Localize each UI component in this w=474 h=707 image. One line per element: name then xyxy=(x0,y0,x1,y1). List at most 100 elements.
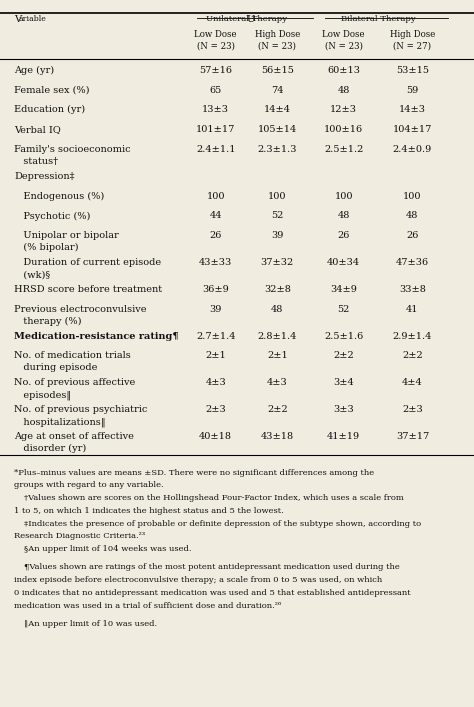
Text: 57±16: 57±16 xyxy=(199,66,232,75)
Text: index episode before electroconvulsive therapy; a scale from 0 to 5 was used, on: index episode before electroconvulsive t… xyxy=(14,576,383,584)
Text: 4±3: 4±3 xyxy=(205,378,226,387)
Text: 2±3: 2±3 xyxy=(402,405,423,414)
Text: Depression‡: Depression‡ xyxy=(14,172,75,181)
Text: 56±15: 56±15 xyxy=(261,66,294,75)
Text: 3±4: 3±4 xyxy=(333,378,354,387)
Text: Verbal IQ: Verbal IQ xyxy=(14,125,61,134)
Text: 12±3: 12±3 xyxy=(330,105,357,115)
Text: 52: 52 xyxy=(337,305,350,314)
Text: episodes‖: episodes‖ xyxy=(14,390,72,399)
Text: 47±36: 47±36 xyxy=(396,258,429,267)
Text: 40±34: 40±34 xyxy=(327,258,360,267)
Text: disorder (yr): disorder (yr) xyxy=(14,444,86,453)
Text: High Dose
(N = 27): High Dose (N = 27) xyxy=(390,30,435,50)
Text: Low Dose
(N = 23): Low Dose (N = 23) xyxy=(194,30,237,50)
Text: 100: 100 xyxy=(268,192,287,201)
Text: 48: 48 xyxy=(337,211,350,221)
Text: ariable: ariable xyxy=(18,15,46,23)
Text: 44: 44 xyxy=(210,211,222,221)
Text: ¶Values shown are ratings of the most potent antidepressant medication used duri: ¶Values shown are ratings of the most po… xyxy=(24,563,400,571)
Text: 52: 52 xyxy=(271,211,283,221)
Text: Age (yr): Age (yr) xyxy=(14,66,55,75)
Text: No. of previous affective: No. of previous affective xyxy=(14,378,136,387)
Text: ‡Indicates the presence of probable or definite depression of the subtype shown,: ‡Indicates the presence of probable or d… xyxy=(24,520,421,527)
Text: during episode: during episode xyxy=(14,363,98,373)
Text: Female sex (%): Female sex (%) xyxy=(14,86,90,95)
Text: 4±3: 4±3 xyxy=(267,378,288,387)
Text: §An upper limit of 104 weeks was used.: §An upper limit of 104 weeks was used. xyxy=(24,545,191,553)
Text: 74: 74 xyxy=(271,86,283,95)
Text: hospitalizations‖: hospitalizations‖ xyxy=(14,417,106,426)
Text: 43±33: 43±33 xyxy=(199,258,232,267)
Text: 100±16: 100±16 xyxy=(324,125,363,134)
Text: Endogenous (%): Endogenous (%) xyxy=(14,192,104,201)
Text: 4±4: 4±4 xyxy=(402,378,423,387)
Text: High Dose
(N = 23): High Dose (N = 23) xyxy=(255,30,300,50)
Text: 53±15: 53±15 xyxy=(396,66,429,75)
Text: 39: 39 xyxy=(271,231,283,240)
Text: Family's socioeconomic: Family's socioeconomic xyxy=(14,145,131,154)
Text: (wk)§: (wk)§ xyxy=(14,270,50,279)
Text: 2.7±1.4: 2.7±1.4 xyxy=(196,332,236,341)
Text: *Plus–minus values are means ±SD. There were no significant differences among th: *Plus–minus values are means ±SD. There … xyxy=(14,469,374,477)
Text: 39: 39 xyxy=(210,305,222,314)
Text: 100: 100 xyxy=(403,192,422,201)
Text: Psychotic (%): Psychotic (%) xyxy=(14,211,91,221)
Text: No. of medication trials: No. of medication trials xyxy=(14,351,131,361)
Text: Low Dose
(N = 23): Low Dose (N = 23) xyxy=(322,30,365,50)
Text: 2.5±1.6: 2.5±1.6 xyxy=(324,332,363,341)
Text: Education (yr): Education (yr) xyxy=(14,105,85,115)
Text: therapy (%): therapy (%) xyxy=(14,317,82,326)
Text: V: V xyxy=(14,15,21,24)
Text: 26: 26 xyxy=(406,231,419,240)
Text: 2±3: 2±3 xyxy=(205,405,226,414)
Text: 2±2: 2±2 xyxy=(333,351,354,361)
Text: U: U xyxy=(246,15,255,24)
Text: 104±17: 104±17 xyxy=(392,125,432,134)
Text: (% bipolar): (% bipolar) xyxy=(14,243,79,252)
Text: Previous electroconvulsive: Previous electroconvulsive xyxy=(14,305,147,314)
Text: 48: 48 xyxy=(406,211,419,221)
Text: 14±3: 14±3 xyxy=(399,105,426,115)
Text: groups with regard to any variable.: groups with regard to any variable. xyxy=(14,481,164,489)
Text: Unipolar or bipolar: Unipolar or bipolar xyxy=(14,231,119,240)
Text: 2±2: 2±2 xyxy=(267,405,288,414)
Text: 43±18: 43±18 xyxy=(261,432,294,441)
Text: 41: 41 xyxy=(406,305,419,314)
Text: 26: 26 xyxy=(337,231,350,240)
Text: 36±9: 36±9 xyxy=(202,285,229,294)
Text: 1 to 5, on which 1 indicates the highest status and 5 the lowest.: 1 to 5, on which 1 indicates the highest… xyxy=(14,507,284,515)
Text: 59: 59 xyxy=(406,86,419,95)
Text: 40±18: 40±18 xyxy=(199,432,232,441)
Text: HRSD score before treatment: HRSD score before treatment xyxy=(14,285,162,294)
Text: Medication-resistance rating¶: Medication-resistance rating¶ xyxy=(14,332,179,341)
Text: 3±3: 3±3 xyxy=(333,405,354,414)
Text: 13±3: 13±3 xyxy=(202,105,229,115)
Text: Duration of current episode: Duration of current episode xyxy=(14,258,161,267)
Text: †Values shown are scores on the Hollingshead Four-Factor Index, which uses a sca: †Values shown are scores on the Hollings… xyxy=(24,494,403,502)
Text: 101±17: 101±17 xyxy=(196,125,236,134)
Text: Research Diagnostic Criteria.²³: Research Diagnostic Criteria.²³ xyxy=(14,532,146,540)
Text: 14±4: 14±4 xyxy=(264,105,291,115)
Text: 2±1: 2±1 xyxy=(205,351,226,361)
Text: 100: 100 xyxy=(206,192,225,201)
Text: 2±2: 2±2 xyxy=(402,351,423,361)
Text: Age at onset of affective: Age at onset of affective xyxy=(14,432,134,441)
Text: 26: 26 xyxy=(210,231,222,240)
Text: 48: 48 xyxy=(337,86,350,95)
Text: status†: status† xyxy=(14,157,58,166)
Text: 34±9: 34±9 xyxy=(330,285,357,294)
Text: Unilateral Therapy: Unilateral Therapy xyxy=(206,15,287,23)
Text: 2.8±1.4: 2.8±1.4 xyxy=(257,332,297,341)
Text: 105±14: 105±14 xyxy=(258,125,297,134)
Text: 33±8: 33±8 xyxy=(399,285,426,294)
Text: 32±8: 32±8 xyxy=(264,285,291,294)
Text: 2.5±1.2: 2.5±1.2 xyxy=(324,145,364,154)
Text: 48: 48 xyxy=(271,305,283,314)
Text: 2.4±1.1: 2.4±1.1 xyxy=(196,145,236,154)
Text: 0 indicates that no antidepressant medication was used and 5 that established an: 0 indicates that no antidepressant medic… xyxy=(14,589,411,597)
Text: 2.4±0.9: 2.4±0.9 xyxy=(393,145,432,154)
Text: 2±1: 2±1 xyxy=(267,351,288,361)
Text: 60±13: 60±13 xyxy=(327,66,360,75)
Text: 37±32: 37±32 xyxy=(261,258,294,267)
